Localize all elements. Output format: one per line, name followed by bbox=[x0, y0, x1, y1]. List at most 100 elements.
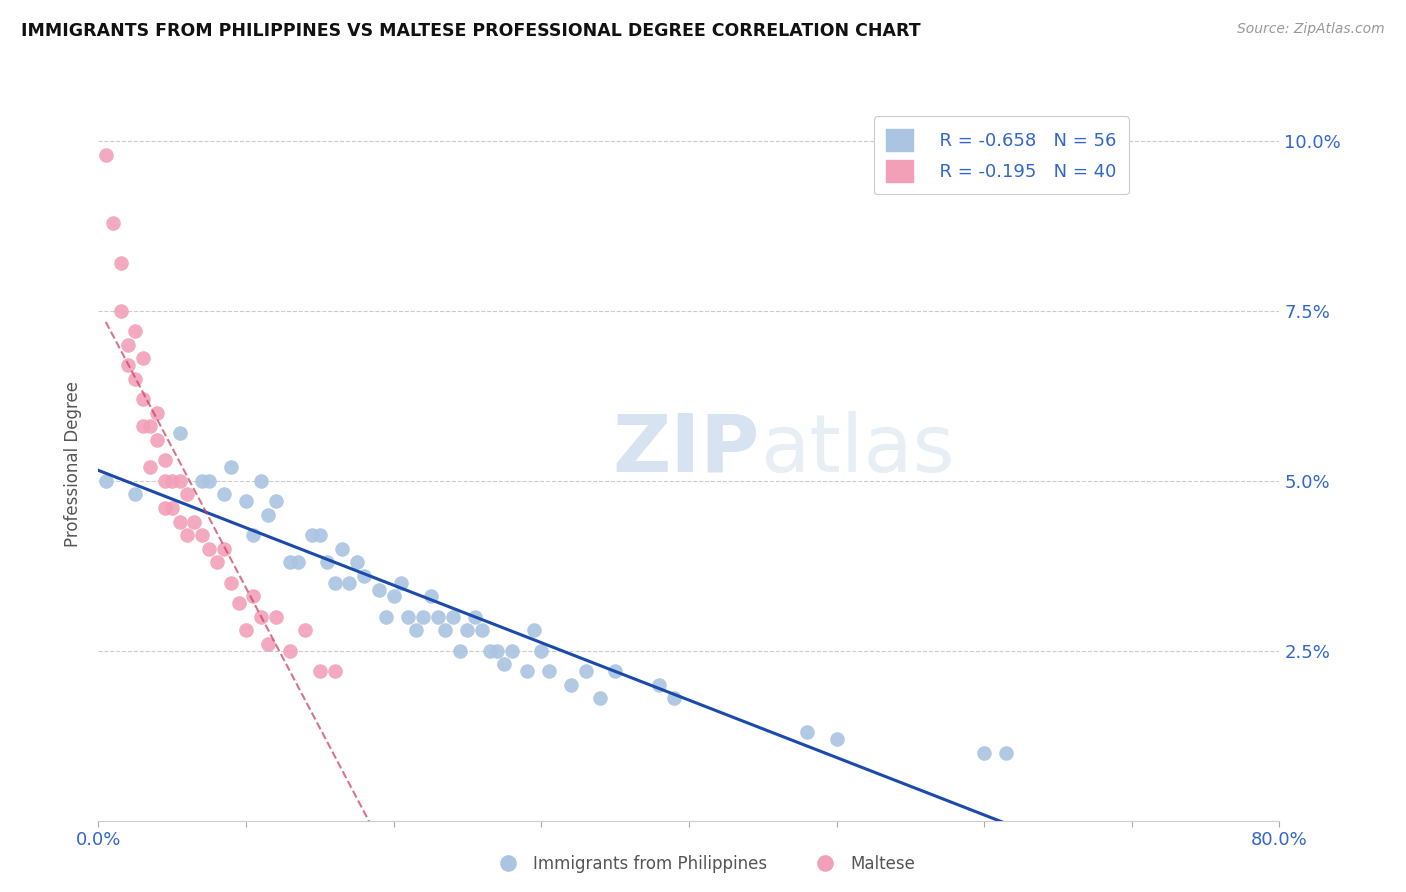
Point bbox=[278, 644, 302, 658]
Point bbox=[796, 725, 818, 739]
Point bbox=[110, 256, 132, 270]
Point bbox=[427, 609, 450, 624]
Point bbox=[219, 575, 242, 590]
Point bbox=[183, 515, 205, 529]
Point bbox=[478, 644, 501, 658]
Point bbox=[205, 555, 228, 569]
Point bbox=[117, 359, 139, 373]
Point bbox=[124, 372, 146, 386]
Point bbox=[574, 664, 596, 678]
Point bbox=[323, 575, 346, 590]
Point bbox=[212, 541, 235, 556]
Point bbox=[124, 487, 146, 501]
Point bbox=[287, 555, 309, 569]
Point bbox=[301, 528, 323, 542]
Point bbox=[146, 406, 169, 420]
Point bbox=[309, 528, 332, 542]
Point bbox=[441, 609, 464, 624]
Point bbox=[176, 528, 198, 542]
Point bbox=[169, 515, 191, 529]
Text: ZIP: ZIP bbox=[613, 410, 759, 489]
Legend: Immigrants from Philippines, Maltese: Immigrants from Philippines, Maltese bbox=[484, 848, 922, 880]
Point bbox=[139, 419, 162, 434]
Point bbox=[995, 746, 1018, 760]
Point bbox=[339, 575, 360, 590]
Point bbox=[316, 555, 339, 569]
Point bbox=[110, 304, 132, 318]
Point bbox=[648, 678, 671, 692]
Point bbox=[169, 426, 191, 441]
Point bbox=[825, 732, 848, 747]
Point bbox=[162, 474, 183, 488]
Text: IMMIGRANTS FROM PHILIPPINES VS MALTESE PROFESSIONAL DEGREE CORRELATION CHART: IMMIGRANTS FROM PHILIPPINES VS MALTESE P… bbox=[21, 22, 921, 40]
Point bbox=[353, 569, 375, 583]
Point bbox=[264, 609, 287, 624]
Point bbox=[330, 541, 353, 556]
Point bbox=[162, 501, 183, 516]
Point bbox=[382, 590, 405, 604]
Point bbox=[264, 494, 287, 508]
Point bbox=[250, 609, 273, 624]
Point bbox=[235, 624, 257, 638]
Point bbox=[419, 590, 441, 604]
Point bbox=[103, 216, 125, 230]
Point bbox=[250, 474, 273, 488]
Point bbox=[389, 575, 412, 590]
Point bbox=[198, 541, 221, 556]
Point bbox=[515, 664, 537, 678]
Point bbox=[537, 664, 560, 678]
Point bbox=[257, 637, 280, 651]
Point bbox=[605, 664, 627, 678]
Point bbox=[132, 351, 155, 366]
Point bbox=[346, 555, 368, 569]
Y-axis label: Professional Degree: Professional Degree bbox=[65, 381, 83, 547]
Point bbox=[235, 494, 257, 508]
Point bbox=[449, 644, 471, 658]
Point bbox=[153, 453, 176, 467]
Point bbox=[278, 555, 302, 569]
Point bbox=[396, 609, 419, 624]
Point bbox=[434, 624, 457, 638]
Point bbox=[117, 338, 139, 352]
Point bbox=[560, 678, 582, 692]
Point bbox=[405, 624, 427, 638]
Point bbox=[523, 624, 546, 638]
Point bbox=[486, 644, 509, 658]
Point bbox=[132, 392, 155, 407]
Point bbox=[309, 664, 332, 678]
Point bbox=[375, 609, 398, 624]
Point bbox=[530, 644, 553, 658]
Point bbox=[124, 324, 146, 338]
Point bbox=[153, 501, 176, 516]
Point bbox=[973, 746, 995, 760]
Point bbox=[257, 508, 280, 522]
Point bbox=[132, 419, 155, 434]
Point bbox=[219, 460, 242, 475]
Point bbox=[94, 474, 117, 488]
Point bbox=[456, 624, 478, 638]
Point bbox=[242, 528, 264, 542]
Point bbox=[191, 528, 214, 542]
Point bbox=[139, 460, 162, 475]
Point bbox=[198, 474, 221, 488]
Point bbox=[191, 474, 214, 488]
Point bbox=[501, 644, 523, 658]
Point bbox=[153, 474, 176, 488]
Point bbox=[464, 609, 486, 624]
Point bbox=[412, 609, 434, 624]
Text: Source: ZipAtlas.com: Source: ZipAtlas.com bbox=[1237, 22, 1385, 37]
Point bbox=[228, 596, 250, 610]
Legend:   R = -0.658   N = 56,   R = -0.195   N = 40: R = -0.658 N = 56, R = -0.195 N = 40 bbox=[873, 116, 1129, 194]
Point bbox=[242, 590, 264, 604]
Point bbox=[212, 487, 235, 501]
Point bbox=[94, 147, 117, 161]
Point bbox=[471, 624, 494, 638]
Point bbox=[368, 582, 391, 597]
Text: atlas: atlas bbox=[759, 410, 955, 489]
Point bbox=[146, 433, 169, 447]
Point bbox=[294, 624, 316, 638]
Point bbox=[323, 664, 346, 678]
Point bbox=[169, 474, 191, 488]
Point bbox=[664, 691, 686, 706]
Point bbox=[494, 657, 516, 672]
